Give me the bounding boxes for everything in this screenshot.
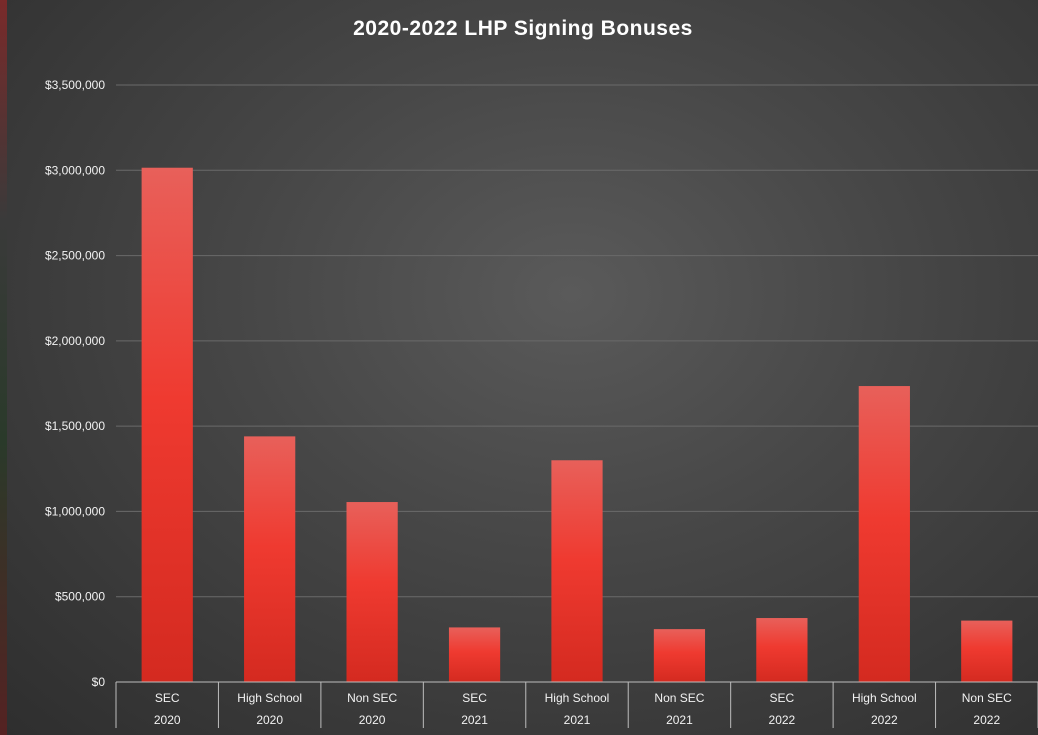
background-photo-strip bbox=[0, 0, 7, 735]
x-year-label: 2021 bbox=[666, 713, 693, 727]
bar bbox=[756, 618, 808, 682]
bar bbox=[551, 460, 603, 682]
x-year-label: 2022 bbox=[973, 713, 1000, 727]
x-year-label: 2021 bbox=[461, 713, 488, 727]
x-year-label: 2020 bbox=[154, 713, 181, 727]
x-category-label: Non SEC bbox=[347, 691, 397, 705]
x-category-label: SEC bbox=[462, 691, 487, 705]
y-tick-label: $3,500,000 bbox=[45, 78, 105, 92]
bar bbox=[244, 436, 296, 682]
x-category-label: High School bbox=[237, 691, 302, 705]
chart-title: 2020-2022 LHP Signing Bonuses bbox=[353, 17, 693, 40]
bar bbox=[346, 502, 398, 682]
x-year-label: 2022 bbox=[769, 713, 796, 727]
y-tick-label: $2,000,000 bbox=[45, 334, 105, 348]
y-tick-label: $1,500,000 bbox=[45, 419, 105, 433]
bar bbox=[448, 627, 501, 682]
x-category-label: Non SEC bbox=[654, 691, 704, 705]
y-tick-label: $1,000,000 bbox=[45, 504, 105, 518]
x-category-label: High School bbox=[545, 691, 610, 705]
x-year-label: 2020 bbox=[359, 713, 386, 727]
x-category-label: Non SEC bbox=[962, 691, 1012, 705]
x-axis: SEC 2020 High School 2020 Non SEC 2020 SEC 2021… bbox=[115, 681, 1038, 728]
x-year-label: 2021 bbox=[564, 713, 591, 727]
bar bbox=[141, 167, 193, 682]
x-category-label: High School bbox=[852, 691, 917, 705]
y-tick-label: $500,000 bbox=[55, 590, 105, 604]
x-category-label: SEC bbox=[770, 691, 795, 705]
bar bbox=[858, 386, 910, 682]
bar bbox=[961, 620, 1013, 682]
bar bbox=[653, 629, 706, 682]
y-axis: $0 $500,000 $1,000,000 $1,500,000 $2,000,000… bbox=[45, 78, 105, 689]
x-category-label: SEC bbox=[155, 691, 180, 705]
y-tick-label: $0 bbox=[92, 675, 106, 689]
x-year-label: 2022 bbox=[871, 713, 898, 727]
x-year-label: 2020 bbox=[256, 713, 283, 727]
y-tick-label: $3,000,000 bbox=[45, 163, 105, 177]
y-tick-label: $2,500,000 bbox=[45, 249, 105, 263]
bars bbox=[141, 167, 1013, 682]
